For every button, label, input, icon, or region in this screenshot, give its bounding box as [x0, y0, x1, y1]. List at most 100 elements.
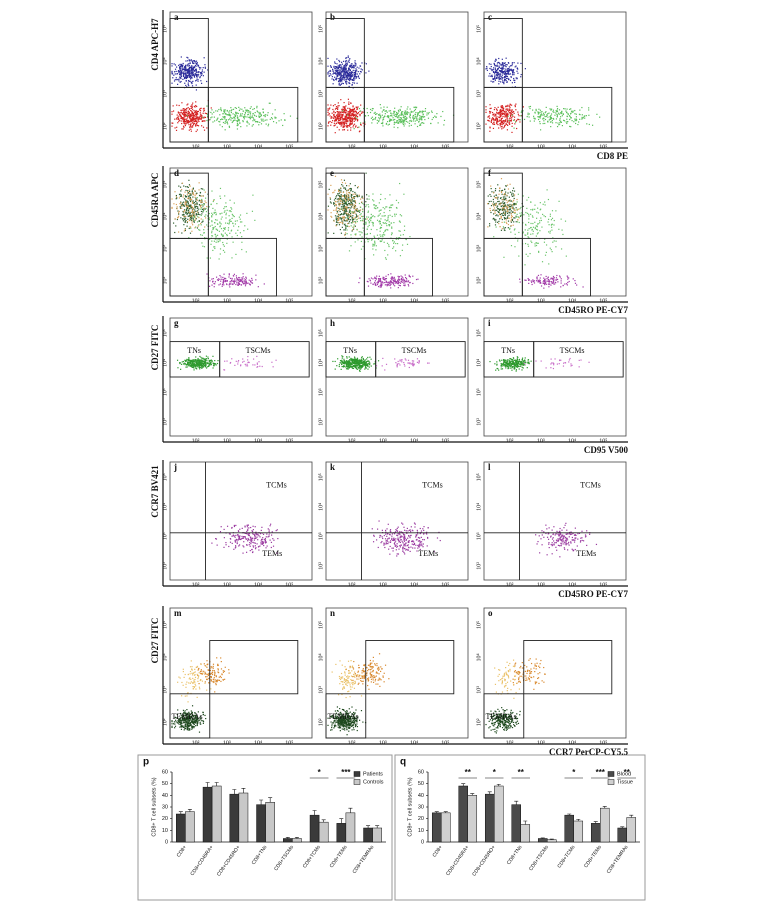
- event-dot: [237, 282, 239, 284]
- event-dot: [225, 205, 227, 208]
- event-dot: [380, 285, 382, 287]
- event-dot: [334, 68, 336, 70]
- event-dot: [223, 227, 225, 229]
- event-dot: [180, 204, 182, 206]
- event-dot: [410, 111, 412, 113]
- event-dot: [204, 67, 207, 69]
- event-dot: [209, 257, 212, 259]
- event-dot: [289, 115, 292, 117]
- event-dot: [210, 107, 212, 109]
- event-dot: [519, 208, 521, 210]
- event-dot: [189, 118, 191, 120]
- event-dot: [205, 112, 208, 115]
- event-dot: [366, 280, 368, 283]
- event-dot: [334, 70, 336, 72]
- event-dot: [197, 210, 199, 212]
- event-dot: [537, 279, 539, 282]
- event-dot: [495, 74, 497, 76]
- event-dot: [227, 222, 229, 224]
- event-dot: [544, 216, 547, 218]
- event-dot: [356, 210, 358, 213]
- event-dot: [388, 221, 390, 223]
- event-dot: [380, 218, 382, 220]
- event-dot: [520, 115, 522, 117]
- event-dot: [545, 111, 547, 113]
- y-tick-label: 10²: [318, 122, 324, 130]
- event-dot: [505, 219, 507, 221]
- event-dot: [206, 224, 208, 226]
- event-dot: [222, 113, 224, 115]
- event-dot: [336, 76, 338, 78]
- event-dot: [513, 217, 515, 219]
- event-dot: [491, 203, 494, 205]
- event-dot: [500, 64, 502, 66]
- event-dot: [382, 236, 384, 238]
- event-dot: [244, 281, 246, 283]
- event-dot: [504, 70, 506, 72]
- event-dot: [567, 113, 569, 115]
- event-dot: [500, 205, 502, 208]
- event-dot: [577, 123, 579, 126]
- event-dot: [333, 66, 335, 68]
- event-dot: [235, 232, 237, 234]
- event-dot: [248, 123, 250, 125]
- event-dot: [186, 122, 188, 124]
- event-dot: [390, 283, 392, 285]
- event-dot: [194, 111, 196, 113]
- event-dot: [190, 66, 192, 68]
- event-dot: [386, 120, 389, 123]
- event-dot: [486, 69, 488, 71]
- event-dot: [399, 114, 401, 116]
- event-dot: [333, 122, 335, 124]
- event-dot: [516, 77, 518, 79]
- event-dot: [178, 231, 180, 233]
- event-dot: [496, 74, 498, 76]
- event-dot: [509, 199, 511, 201]
- event-dot: [380, 193, 382, 196]
- event-dot: [196, 112, 198, 115]
- event-dot: [327, 209, 329, 211]
- event-dot: [187, 207, 189, 209]
- event-dot: [338, 61, 341, 63]
- event-dot: [177, 112, 180, 114]
- event-dot: [355, 62, 357, 65]
- event-dot: [348, 207, 350, 209]
- event-dot: [355, 210, 357, 212]
- event-dot: [271, 113, 274, 115]
- event-dot: [406, 117, 408, 119]
- event-dot: [533, 117, 535, 119]
- event-dot: [551, 229, 553, 231]
- event-dot: [349, 69, 351, 71]
- event-dot: [403, 280, 405, 282]
- event-dot: [337, 119, 340, 121]
- event-dot: [367, 210, 370, 212]
- event-dot: [211, 113, 213, 115]
- event-dot: [363, 107, 365, 110]
- event-dot: [350, 207, 352, 209]
- event-dot: [181, 102, 183, 104]
- event-dot: [356, 208, 358, 210]
- event-dot: [193, 62, 195, 65]
- event-dot: [355, 205, 357, 207]
- event-dot: [350, 214, 352, 216]
- event-dot: [258, 116, 260, 118]
- event-dot: [528, 113, 530, 115]
- event-dot: [343, 195, 345, 197]
- event-dot: [251, 282, 254, 284]
- event-dot: [190, 194, 192, 196]
- event-dot: [596, 113, 598, 115]
- event-dot: [342, 207, 344, 209]
- event-dot: [186, 76, 188, 78]
- event-dot: [334, 215, 337, 217]
- event-dot: [204, 191, 206, 193]
- event-dot: [345, 225, 347, 227]
- event-dot: [403, 115, 405, 117]
- event-dot: [380, 280, 382, 282]
- event-dot: [498, 127, 500, 129]
- event-dot: [188, 70, 190, 72]
- event-dot: [350, 76, 352, 78]
- x-tick-label: 10⁴: [254, 144, 262, 150]
- event-dot: [490, 75, 492, 77]
- event-dot: [192, 224, 194, 226]
- event-dot: [502, 63, 504, 65]
